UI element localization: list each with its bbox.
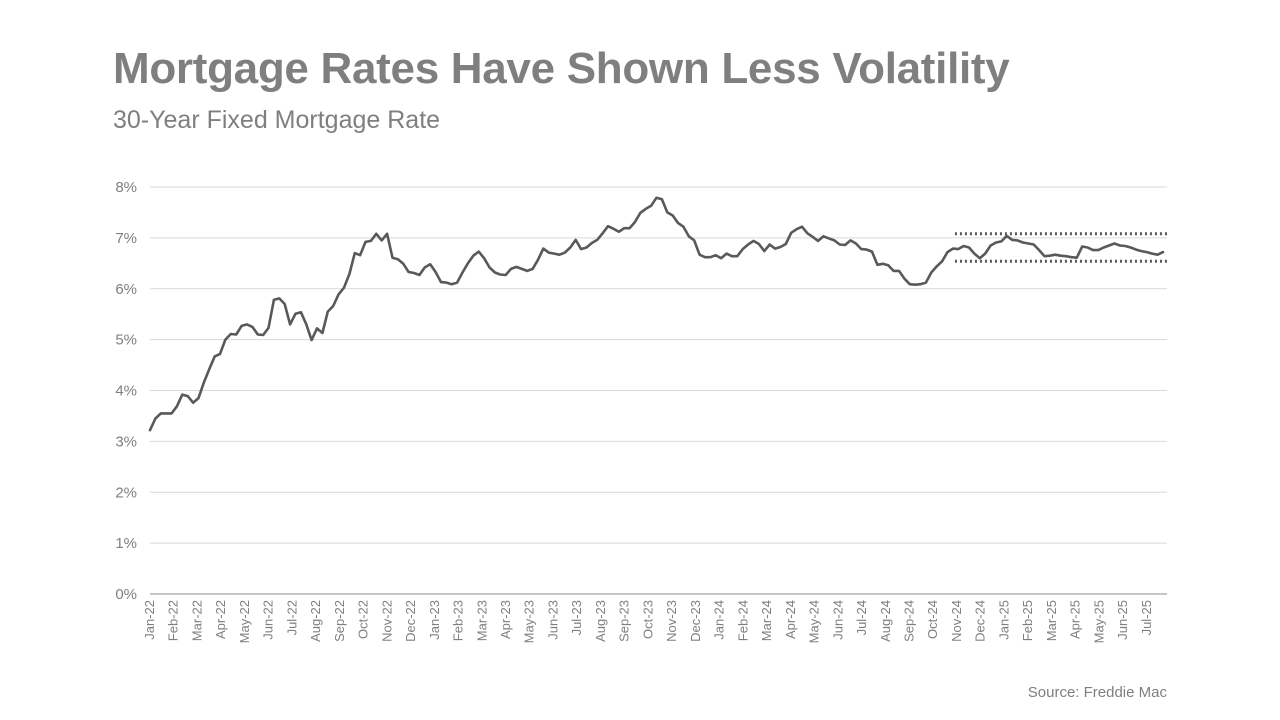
x-tick-label: Aug-22	[308, 600, 323, 642]
x-tick-label: Nov-23	[664, 600, 679, 642]
x-tick-label: Mar-25	[1044, 600, 1059, 641]
x-tick-label: Jun-25	[1115, 600, 1130, 640]
x-tick-label: Aug-24	[878, 600, 893, 642]
x-tick-label: Oct-22	[356, 600, 371, 639]
x-tick-label: Dec-23	[688, 600, 703, 642]
y-tick-label: 3%	[115, 433, 137, 450]
x-tick-label: Mar-23	[474, 600, 489, 641]
x-tick-label: Apr-23	[498, 600, 513, 639]
x-tick-label: Feb-25	[1020, 600, 1035, 641]
volatility-band	[954, 232, 1167, 263]
page-title: Mortgage Rates Have Shown Less Volatilit…	[113, 44, 1010, 93]
x-tick-label: Jan-25	[996, 600, 1011, 640]
y-tick-label: 8%	[115, 179, 137, 196]
x-tick-label: Jun-24	[830, 600, 845, 640]
x-tick-label: May-24	[807, 600, 822, 643]
x-tick-label: Dec-22	[403, 600, 418, 642]
x-tick-label: Sep-22	[332, 600, 347, 642]
x-tick-label: Nov-22	[379, 600, 394, 642]
x-tick-label: May-22	[237, 600, 252, 643]
x-axis: Jan-22 Feb-22 Mar-22 Apr-22 May-22 Jun-22 Jul-…	[142, 600, 1154, 643]
x-tick-label: Feb-22	[166, 600, 181, 641]
y-tick-label: 2%	[115, 484, 137, 501]
gridlines	[150, 186, 1167, 595]
x-tick-label: Feb-24	[735, 600, 750, 641]
x-tick-label: Nov-24	[949, 600, 964, 642]
source-note: Source: Freddie Mac	[1027, 684, 1167, 701]
x-tick-label: Sep-23	[617, 600, 632, 642]
y-tick-label: 7%	[115, 230, 137, 247]
x-tick-label: Aug-23	[593, 600, 608, 642]
y-tick-label: 5%	[115, 332, 137, 349]
y-tick-label: 0%	[115, 586, 137, 603]
x-tick-label: Jul-25	[1139, 600, 1154, 635]
x-tick-label: Jun-22	[261, 600, 276, 640]
x-tick-label: Jan-24	[712, 600, 727, 640]
y-axis: 0% 1% 2% 3% 4% 5% 6% 7% 8%	[115, 179, 137, 603]
x-tick-label: Jun-23	[545, 600, 560, 640]
x-tick-label: Mar-24	[759, 600, 774, 641]
y-tick-label: 6%	[115, 281, 137, 298]
page-subtitle: 30-Year Fixed Mortgage Rate	[113, 106, 441, 134]
y-tick-label: 1%	[115, 535, 137, 552]
x-tick-label: Jul-23	[569, 600, 584, 635]
x-tick-label: Apr-22	[213, 600, 228, 639]
series-layer	[148, 196, 1165, 432]
x-tick-label: May-25	[1091, 600, 1106, 643]
x-tick-label: Feb-23	[451, 600, 466, 641]
y-tick-label: 4%	[115, 383, 137, 400]
x-tick-label: Jul-22	[284, 600, 299, 635]
x-tick-label: Jan-22	[142, 600, 157, 640]
x-tick-label: Jan-23	[427, 600, 442, 640]
x-tick-label: Oct-24	[925, 600, 940, 639]
x-tick-label: Jul-24	[854, 600, 869, 635]
x-tick-label: Mar-22	[189, 600, 204, 641]
x-tick-label: Oct-23	[640, 600, 655, 639]
x-tick-label: Sep-24	[901, 600, 916, 642]
x-tick-label: May-23	[522, 600, 537, 643]
x-tick-label: Apr-24	[783, 600, 798, 639]
x-tick-label: Dec-24	[973, 600, 988, 642]
x-tick-label: Apr-25	[1068, 600, 1083, 639]
series-line	[148, 196, 1165, 432]
